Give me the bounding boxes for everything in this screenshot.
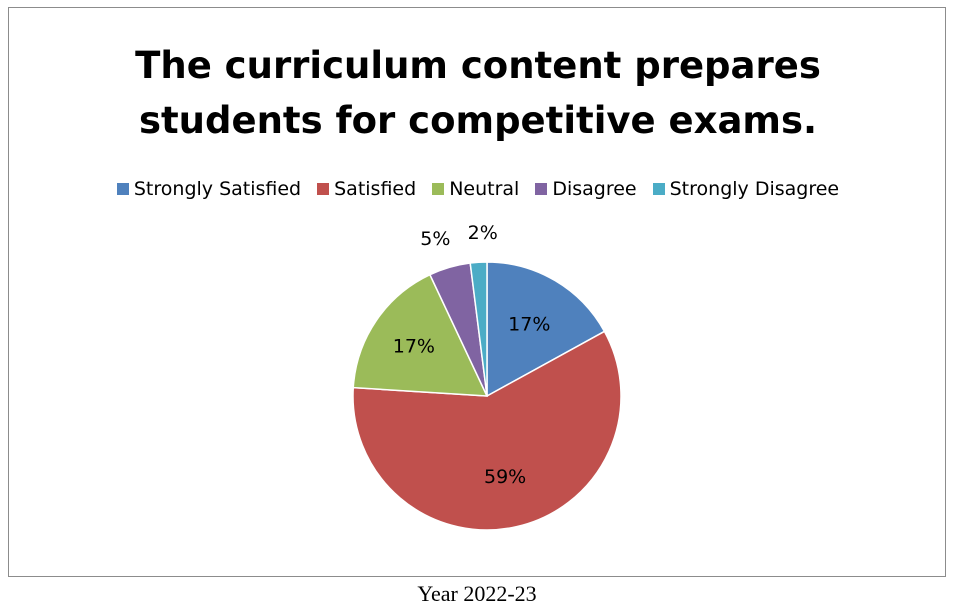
data-label-satisfied: 59%	[484, 466, 526, 488]
pie-slice-neutral	[352, 273, 489, 397]
legend-swatch	[317, 183, 330, 195]
chart-caption: Year 2022-23	[417, 581, 537, 606]
data-label-strongly-satisfied: 17%	[508, 313, 550, 335]
pie-slice-strongly-satisfied	[486, 261, 606, 398]
chart-title-line-2: students for competitive exams.	[138, 99, 818, 142]
chart-title: The curriculum content prepares students…	[9, 38, 947, 148]
legend-item-neutral: Neutral	[432, 178, 519, 200]
legend-swatch	[116, 183, 129, 195]
pie-chart: 17% 59% 17% 5% 2%	[352, 222, 622, 531]
legend-label: Disagree	[552, 178, 637, 200]
legend-swatch	[652, 183, 665, 195]
data-label-neutral: 17%	[393, 335, 435, 357]
legend-item-satisfied: Satisfied	[317, 178, 416, 200]
pie-slice-strongly-disagree	[469, 261, 488, 397]
legend-label: Strongly Disagree	[669, 178, 840, 200]
legend-label: Satisfied	[334, 178, 417, 200]
pie-slice-satisfied	[352, 330, 622, 531]
legend-item-strongly-satisfied: Strongly Satisfied	[116, 178, 302, 200]
pie-slice-labels: 17% 59% 17% 5% 2%	[393, 222, 551, 488]
legend-item-disagree: Disagree	[535, 178, 637, 200]
legend-label: Neutral	[449, 178, 520, 200]
legend: Strongly Satisfied Satisfied Neutral Dis…	[9, 178, 947, 200]
legend-item-strongly-disagree: Strongly Disagree	[652, 178, 840, 200]
chart-frame: The curriculum content prepares students…	[8, 7, 946, 577]
chart-title-line-1: The curriculum content prepares	[135, 44, 821, 87]
legend-label: Strongly Satisfied	[133, 178, 302, 200]
legend-swatch	[432, 183, 445, 195]
data-label-strongly-disagree: 2%	[468, 222, 498, 244]
pie-slices	[352, 261, 622, 531]
data-label-disagree: 5%	[420, 228, 450, 250]
legend-swatch	[535, 183, 548, 195]
